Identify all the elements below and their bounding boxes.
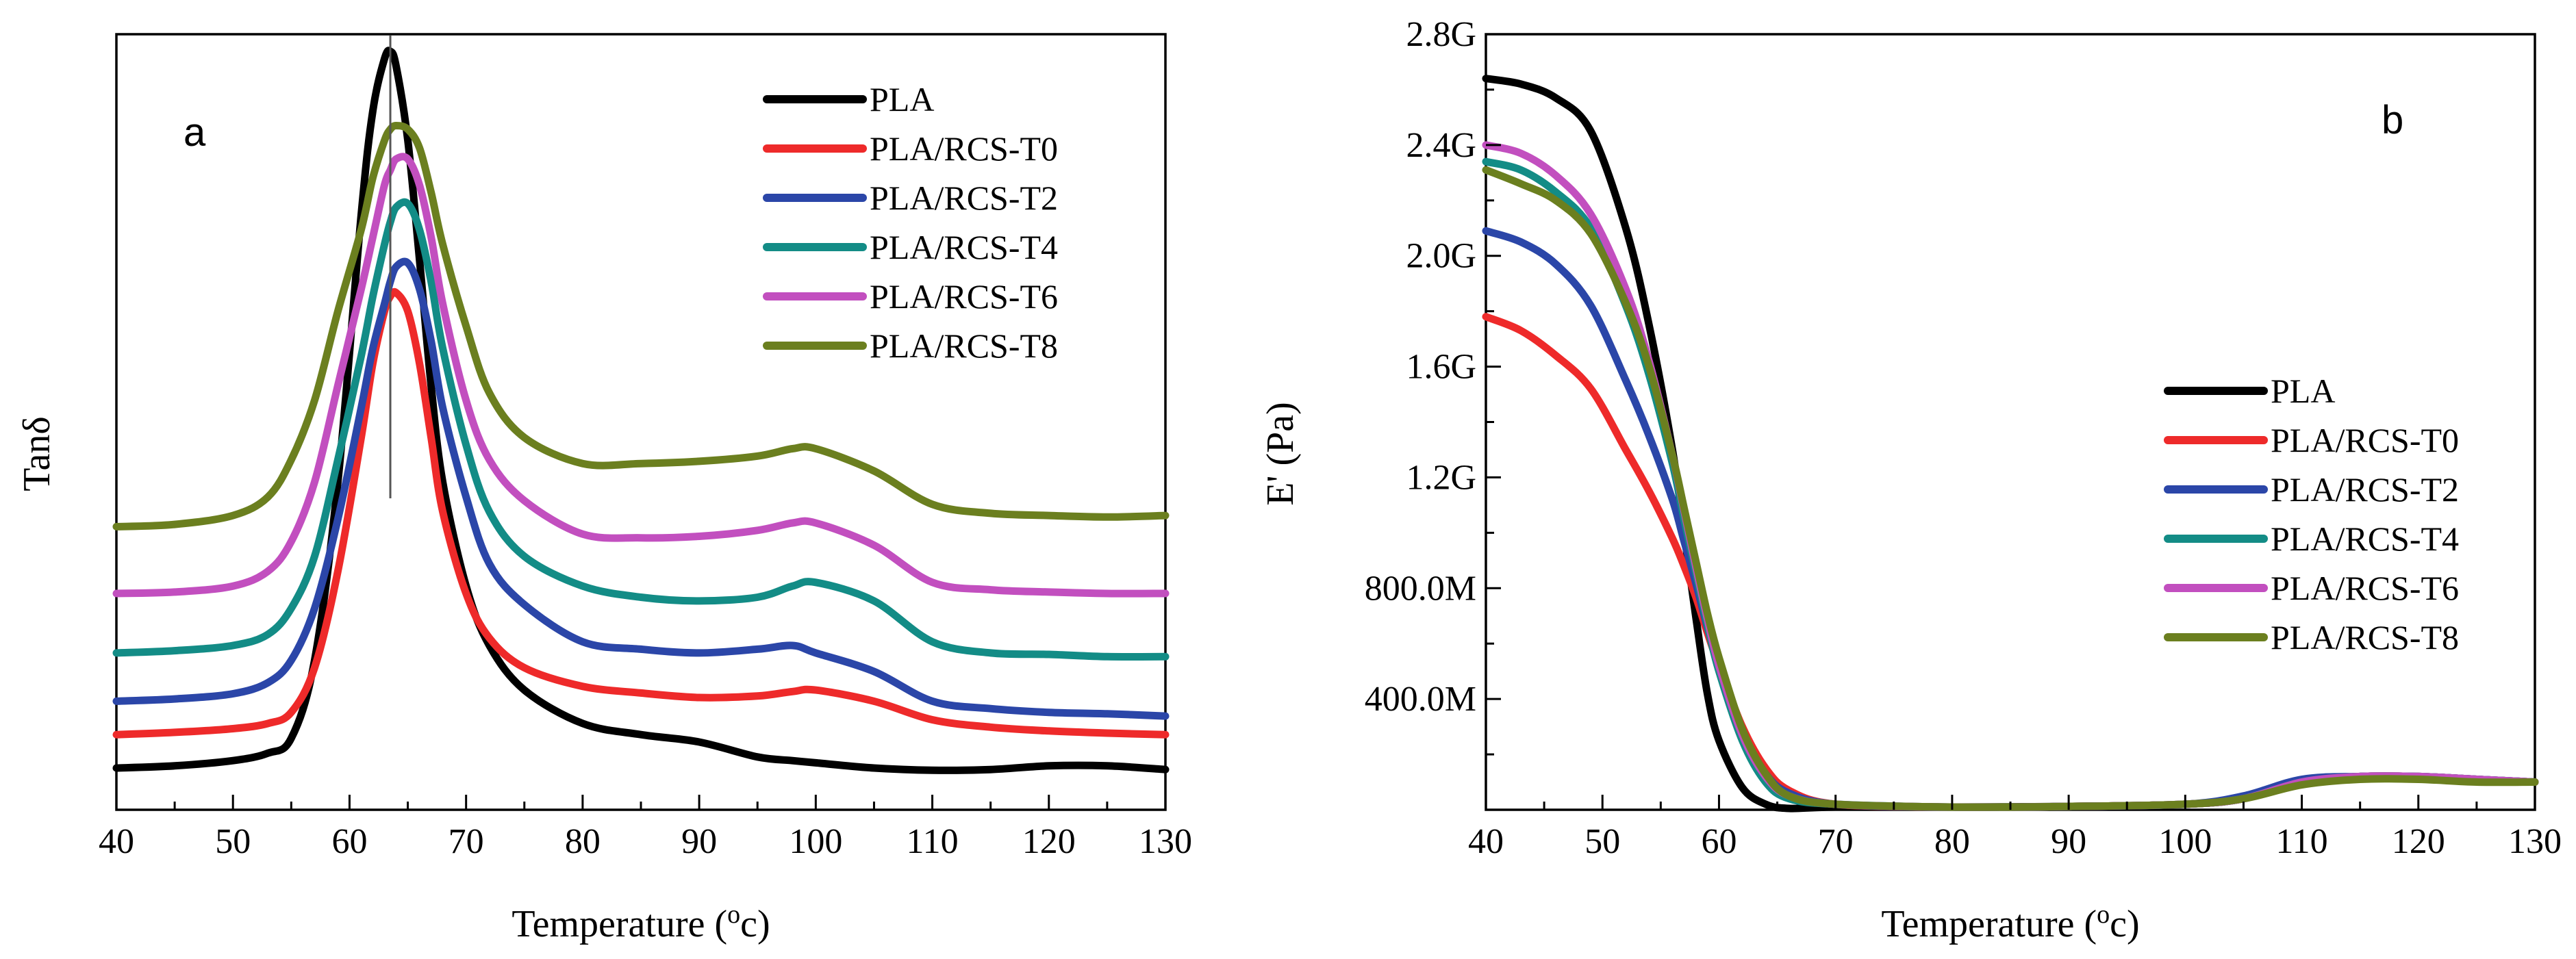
panel-b-legend-label: PLA [2271, 372, 2335, 410]
panel-a-series-line-0 [112, 47, 1170, 774]
panel-a-y-axis-label: Tanδ [16, 416, 58, 491]
panel-a-series-line-1 [112, 287, 1170, 739]
panel-a-x-tick-label: 120 [1022, 822, 1076, 861]
panel-a-series-layer [112, 47, 1170, 774]
panel-b-x-tick-label: 100 [2158, 822, 2212, 861]
panel-a-legend-label: PLA/RCS-T8 [870, 327, 1058, 365]
panel-a-legend-label: PLA/RCS-T6 [870, 277, 1058, 316]
panel-b-y-tick-label: 800.0M [1365, 569, 1476, 608]
panel-a-tand-chart: 40 50 60 70 80 90 100 110 120 130 a PLA PLA/RCS-T0… [16, 33, 1192, 945]
panel-b-legend-label: PLA/RCS-T8 [2271, 618, 2459, 656]
panel-b-x-tick-label: 110 [2276, 822, 2328, 861]
panel-b-legend-label: PLA/RCS-T2 [2271, 470, 2459, 509]
panel-a-x-tick-label: 90 [681, 822, 717, 861]
panel-b-x-tick-label: 60 [1701, 822, 1737, 861]
panel-a-letter: a [184, 110, 206, 155]
panel-b-x-ticks: 40 50 60 70 80 90 100 110 120 130 [1468, 795, 2562, 861]
panel-a-legend-label: PLA/RCS-T2 [870, 179, 1058, 217]
panel-b-series-line-1 [1482, 313, 2539, 811]
panel-b-x-axis-label-main: Temperature ( [1881, 903, 2097, 945]
panel-b-y-ticks: 400.0M 800.0M 1.2G 1.6G 2.0G 2.4G 2.8G [1365, 15, 1501, 756]
panel-a-legend-label: PLA/RCS-T4 [870, 228, 1058, 266]
panel-b-x-tick-label: 130 [2508, 822, 2562, 861]
panel-b-x-axis-label: Temperature (oc) [1881, 900, 2139, 945]
panel-b-x-tick-label: 90 [2051, 822, 2086, 861]
panel-b-y-tick-label: 400.0M [1365, 680, 1476, 719]
panel-b-y-tick-label: 2.0G [1406, 237, 1476, 276]
panel-a-legend-label: PLA [870, 80, 934, 118]
panel-b-legend-label: PLA/RCS-T0 [2271, 421, 2459, 459]
panel-b-y-tick-label: 1.6G [1406, 348, 1476, 387]
panel-b-y-tick-label: 2.4G [1406, 126, 1476, 165]
panel-b-series-line-5 [1482, 166, 2539, 811]
panel-a-x-ticks: 40 50 60 70 80 90 100 110 120 130 [99, 795, 1192, 861]
panel-b-storage-modulus-chart: 40 50 60 70 80 90 100 110 120 130 400.0M 800.0M 1.2… [1259, 15, 2562, 945]
panel-a-x-tick-label: 110 [907, 822, 959, 861]
panel-a-legend: PLA PLA/RCS-T0 PLA/RCS-T2 PLA/RCS-T4 PLA/RCS… [763, 80, 1058, 365]
panel-b-legend-label: PLA/RCS-T6 [2271, 569, 2459, 607]
panel-b-legend: PLA PLA/RCS-T0 PLA/RCS-T2 PLA/RCS-T4 PLA/RCS… [2164, 372, 2459, 656]
panel-b-y-tick-label: 2.8G [1406, 15, 1476, 54]
panel-a-series-line-4 [112, 153, 1170, 598]
panel-b-legend-label: PLA/RCS-T4 [2271, 520, 2459, 558]
panel-b-letter: b [2382, 98, 2403, 142]
panel-a-x-tick-label: 80 [565, 822, 601, 861]
panel-b-x-axis-label-superscript: o [2097, 900, 2110, 929]
panel-a-series-line-5 [112, 122, 1170, 530]
panel-a-x-axis-label-superscript: o [727, 900, 740, 929]
panel-a-x-tick-label: 100 [789, 822, 842, 861]
panel-b-y-axis-label: E' (Pa) [1259, 402, 1302, 506]
panel-b-x-tick-label: 80 [1934, 822, 1970, 861]
panel-a-series-line-3 [112, 198, 1170, 661]
panel-a-x-axis-label-unit: c) [740, 903, 770, 945]
panel-b-y-tick-label: 1.2G [1406, 458, 1476, 497]
panel-b-x-tick-label: 120 [2392, 822, 2445, 861]
panel-b-x-axis-label-unit: c) [2110, 903, 2140, 945]
panel-a-x-tick-label: 40 [99, 822, 134, 861]
panel-a-series-line-2 [112, 257, 1170, 720]
panel-a-x-axis-label: Temperature (oc) [512, 900, 770, 945]
panel-b-x-tick-label: 50 [1584, 822, 1620, 861]
panel-a-legend-label: PLA/RCS-T0 [870, 129, 1058, 168]
panel-b-x-tick-label: 70 [1818, 822, 1854, 861]
panel-a-x-axis-label-main: Temperature ( [512, 903, 727, 945]
panel-b-series-layer [1482, 75, 2539, 813]
panel-a-x-tick-label: 70 [449, 822, 484, 861]
panel-a-x-tick-label: 50 [215, 822, 251, 861]
panel-b-x-tick-label: 40 [1468, 822, 1504, 861]
panel-a-x-tick-label: 60 [331, 822, 367, 861]
panel-a-x-tick-label: 130 [1139, 822, 1192, 861]
